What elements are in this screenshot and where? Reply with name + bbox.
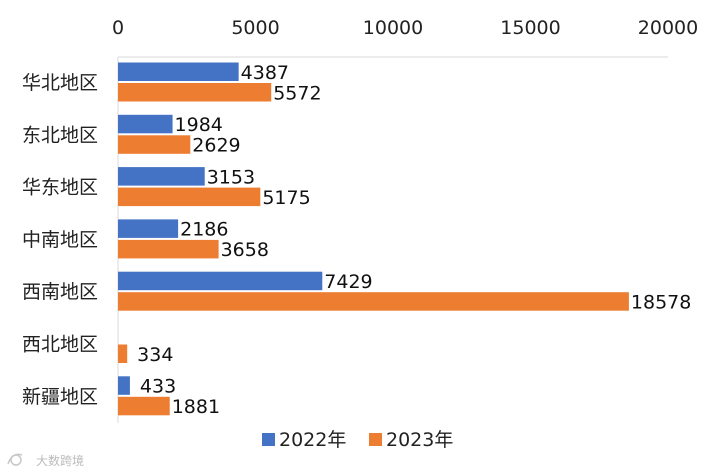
data-label: 7429 [324,271,372,293]
legend-label: 2022年 [279,429,346,451]
data-label: 2629 [192,135,240,157]
bar-2023 [118,135,191,154]
bar-2023 [118,344,128,363]
legend-item-2023: 2023年 [369,429,453,451]
bars [118,62,629,416]
bar-2023 [118,292,629,311]
bar-2022 [118,62,239,81]
data-label: 4387 [241,62,289,84]
data-label: 5572 [273,82,321,104]
bar-2022 [118,376,130,395]
data-label: 3153 [207,166,255,188]
x-tick-label: 15000 [500,17,560,39]
x-tick-label: 10000 [363,17,423,39]
legend-label: 2023年 [386,429,453,451]
x-tick-label: 5000 [231,17,279,39]
data-label: 18578 [631,291,691,313]
watermark: 大数跨境 [7,453,84,468]
bar-2022 [118,219,179,238]
legend: 2022年 2023年 [262,429,453,451]
x-axis-ticks: 0 5000 10000 15000 20000 [112,17,698,39]
bar-2022 [118,114,173,134]
legend-swatch [369,433,382,446]
bar-2022 [118,167,205,186]
category-label: 西北地区 [22,334,98,356]
legend-item-2022: 2022年 [262,429,346,451]
category-label: 华北地区 [22,72,98,94]
bar-2022 [118,271,323,291]
x-tick-label: 20000 [638,17,698,39]
category-label: 新疆地区 [22,386,98,408]
data-label: 433 [140,376,176,398]
data-label: 334 [137,344,173,366]
bar-2023 [118,239,219,259]
data-label: 3658 [221,239,269,261]
category-label: 东北地区 [22,124,98,146]
category-label: 华东地区 [22,177,98,199]
data-label: 2186 [180,219,228,241]
category-label: 西南地区 [22,281,98,303]
watermark-logo-icon [7,453,23,466]
x-tick-label: 0 [112,17,124,39]
bar-2023 [118,187,261,207]
category-label: 中南地区 [22,229,98,251]
bar-2023 [118,83,272,102]
legend-swatch [262,433,275,446]
data-label: 1881 [172,396,220,418]
watermark-text: 大数跨境 [36,453,84,468]
data-label: 1984 [175,114,223,136]
bar-2023 [118,396,170,416]
data-label: 5175 [262,187,310,209]
